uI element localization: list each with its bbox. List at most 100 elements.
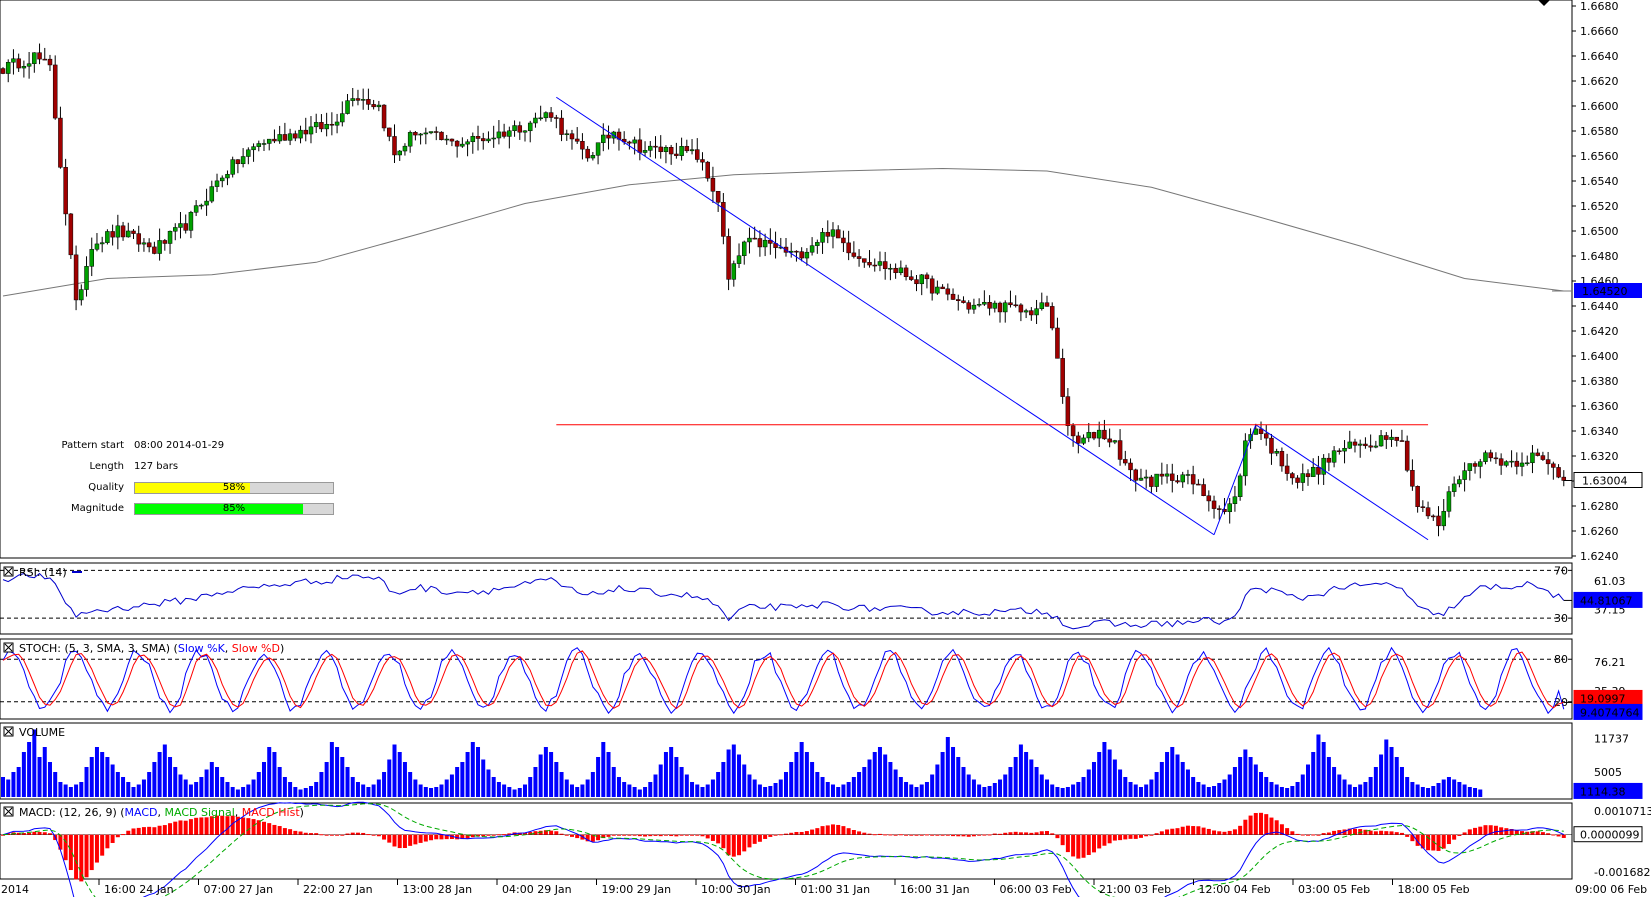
candle — [846, 242, 851, 254]
price-tick-label: 1.6520 — [1580, 200, 1619, 213]
candle — [439, 131, 444, 141]
macd-hist-bar — [585, 834, 590, 842]
macd-hist-bar — [1212, 830, 1217, 835]
macd-hist-bar — [789, 832, 794, 835]
volume-bar — [1300, 774, 1305, 797]
candle — [1263, 433, 1269, 439]
volume-bar — [1332, 767, 1337, 797]
volume-bar — [53, 772, 58, 797]
macd-layer: 0.0010713 -0.0016823 0.0000099 — [0, 801, 1651, 897]
candle — [58, 117, 63, 168]
macd-hist-bar — [904, 834, 909, 836]
stoch-label: STOCH: (5, 3, SMA, 3, SMA) (Slow %K, Slo… — [19, 642, 284, 655]
candle — [1096, 429, 1102, 439]
macd-hist-bar — [1504, 828, 1509, 835]
macd-hist-bar — [1399, 832, 1404, 835]
pattern-info-box: Pattern start 08:00 2014-01-29 Length 12… — [0, 0, 340, 515]
candle — [893, 267, 898, 273]
candle — [423, 132, 429, 135]
volume-bar — [987, 786, 992, 797]
candle — [1556, 467, 1561, 478]
candle — [757, 238, 763, 248]
stoch-axis-label-76: 76.21 — [1594, 656, 1626, 669]
macd-hist-bar — [653, 834, 658, 836]
volume-bar — [481, 759, 486, 797]
volume-bar — [1138, 787, 1143, 797]
macd-hist-bar — [402, 834, 407, 848]
macd-hist-bar — [115, 834, 120, 838]
volume-bar — [1112, 759, 1117, 797]
volume-bar — [1337, 774, 1342, 797]
volume-bar — [1295, 782, 1300, 797]
macd-hist-bar — [1488, 825, 1493, 835]
candle — [882, 261, 888, 269]
volume-bar — [596, 757, 601, 797]
volume-bar — [1008, 767, 1013, 797]
macd-hist-bar — [84, 834, 89, 878]
time-tick-label: 04:00 29 Jan — [502, 883, 572, 896]
candle — [1123, 459, 1128, 464]
candle — [950, 293, 956, 300]
macd-hist-bar — [930, 834, 935, 836]
rsi-current-badge — [1573, 591, 1643, 608]
volume-bar — [862, 767, 867, 797]
volume-bar — [679, 767, 684, 797]
candle — [1034, 308, 1039, 316]
macd-hist-bar — [637, 834, 642, 837]
candle — [449, 138, 455, 142]
macd-hist-bar — [1473, 827, 1478, 835]
volume-bar — [538, 754, 543, 797]
stoch-k-current-badge — [1573, 703, 1643, 720]
price-tick-label: 1.6320 — [1580, 450, 1619, 463]
macd-hist-bar — [1373, 831, 1378, 835]
price-tick-label: 1.6380 — [1580, 375, 1619, 388]
macd-hist-bar — [42, 832, 47, 835]
volume-bar — [585, 779, 590, 797]
volume-bar — [413, 779, 418, 797]
volume-bar — [1055, 787, 1060, 797]
macd-hist-bar — [502, 834, 507, 836]
candle — [1258, 428, 1264, 434]
candle — [872, 264, 877, 267]
candle — [1060, 358, 1065, 397]
volume-bar — [1144, 784, 1149, 797]
volume-bar — [888, 762, 893, 797]
macd-hist-bar — [820, 826, 825, 835]
volume-bar — [58, 782, 63, 797]
volume-bar — [904, 782, 909, 797]
candle — [277, 134, 282, 142]
macd-hist-bar — [199, 817, 204, 835]
price-tick-label: 1.6500 — [1580, 225, 1619, 238]
price-tick-label: 1.6560 — [1580, 150, 1619, 163]
macd-hist-bar — [742, 834, 747, 852]
macd-hist-bar — [1274, 820, 1279, 835]
candle — [1441, 511, 1446, 527]
macd-hist-bar — [559, 833, 564, 835]
candle — [42, 58, 48, 61]
macd-hist-bar — [1060, 834, 1065, 846]
macd-hist-bar — [851, 830, 856, 835]
volume-bar — [1097, 752, 1102, 797]
volume-bar — [1212, 786, 1217, 797]
macd-hist-bar — [815, 828, 820, 835]
macd-hist-bar — [862, 832, 867, 835]
macd-hist-bar — [1347, 828, 1352, 835]
macd-hist-bar — [1081, 834, 1086, 858]
volume-bar — [554, 762, 559, 797]
macd-hist-bar — [1086, 834, 1091, 855]
candle — [1316, 466, 1321, 475]
volume-bar — [376, 779, 381, 797]
volume-bar — [1431, 786, 1436, 797]
volume-bar — [345, 767, 350, 797]
macd-hist-bar — [481, 834, 486, 837]
candle — [1049, 306, 1055, 329]
macd-hist-bar — [246, 818, 251, 835]
corner-arrow-icon[interactable] — [1538, 0, 1550, 6]
macd-hist-bar — [168, 823, 173, 835]
macd-hist-bar — [74, 834, 79, 880]
volume-bar — [643, 787, 648, 797]
macd-hist-bar — [1446, 834, 1451, 845]
volume-bar — [387, 759, 392, 797]
macd-hist-bar — [444, 834, 449, 840]
candle — [1535, 452, 1540, 456]
